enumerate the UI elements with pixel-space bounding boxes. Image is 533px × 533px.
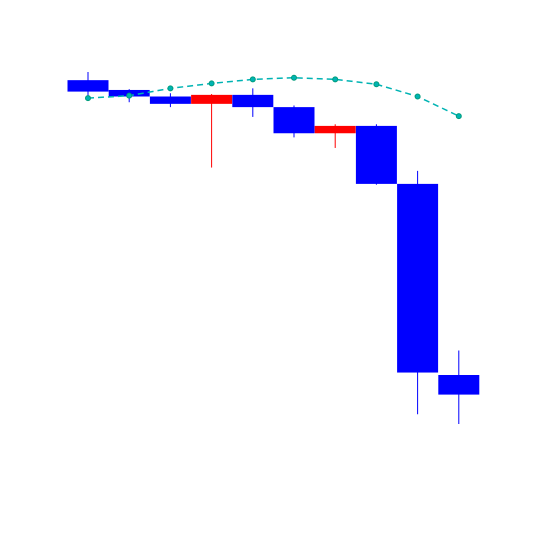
overlay-marker-9 [414, 93, 421, 100]
candle-body-1 [67, 80, 109, 92]
overlay-marker-8 [373, 81, 380, 88]
candle-body-3 [149, 96, 191, 104]
overlay-layer [85, 74, 462, 120]
overlay-marker-6 [291, 74, 297, 81]
overlay-marker-4 [208, 80, 215, 87]
overlay-marker-5 [249, 76, 256, 83]
overlay-marker-2 [126, 92, 133, 99]
candle-body-9 [397, 183, 439, 373]
candle-body-7 [314, 125, 356, 134]
overlay-marker-10 [455, 113, 462, 120]
candle-body-5 [232, 94, 274, 108]
overlay-line [87, 76, 460, 117]
overlay-marker-1 [85, 95, 91, 102]
candle-body-10 [438, 374, 480, 395]
candle-body-4 [191, 94, 233, 104]
candles-layer [67, 72, 480, 424]
overlay-marker-7 [332, 76, 339, 83]
candle-body-8 [355, 125, 397, 184]
overlay-marker-3 [167, 85, 174, 92]
candle-body-6 [273, 107, 315, 134]
